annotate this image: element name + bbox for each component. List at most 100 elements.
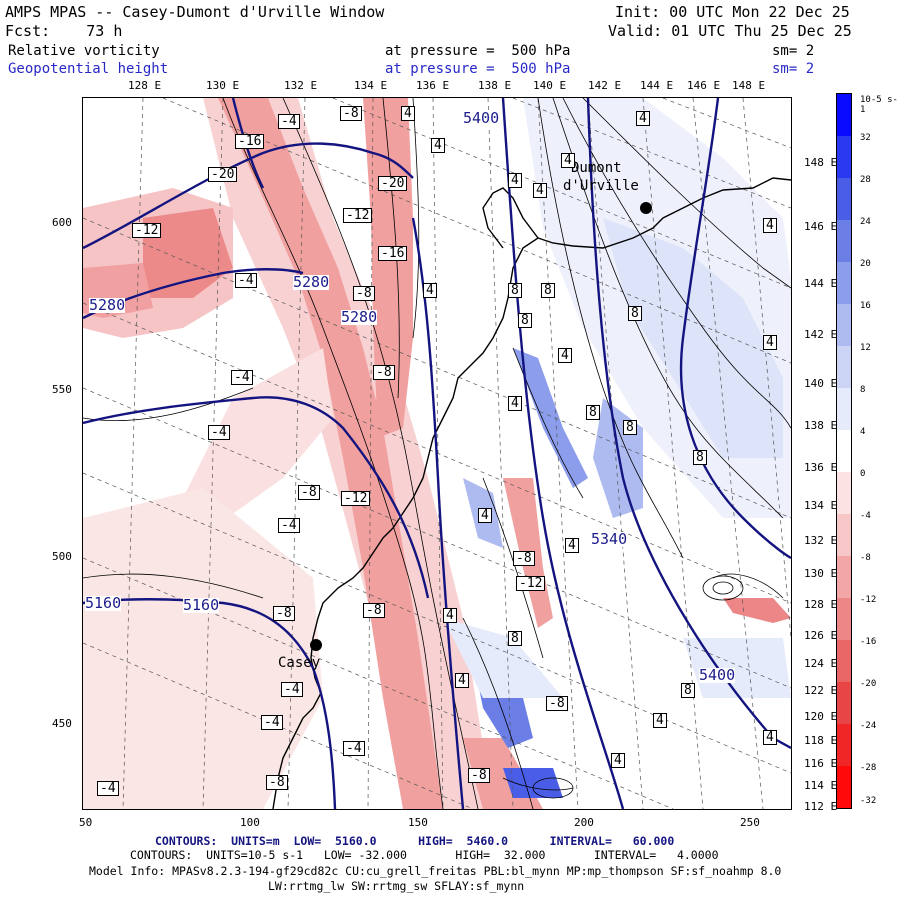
vorticity-label: -4 bbox=[231, 370, 253, 385]
colorbar-tick: -16 bbox=[860, 637, 877, 647]
colorbar-swatch bbox=[837, 262, 851, 304]
vorticity-label: 4 bbox=[653, 713, 667, 728]
right-lon-label: 132 E bbox=[804, 534, 838, 547]
colorbar-tick: 32 bbox=[860, 133, 871, 143]
colorbar-swatch bbox=[837, 724, 851, 766]
height-label: 5160 bbox=[183, 596, 220, 614]
place-label-casey: Casey bbox=[278, 655, 321, 671]
vorticity-label: 4 bbox=[455, 673, 469, 688]
negative-vorticity-shading bbox=[83, 98, 791, 809]
vorticity-label: -8 bbox=[273, 606, 295, 621]
vorticity-label: -8 bbox=[353, 286, 375, 301]
colorbar-swatch bbox=[837, 304, 851, 346]
field-2-name: Geopotential height bbox=[8, 61, 169, 77]
right-lon-label: 138 E bbox=[804, 419, 838, 432]
colorbar-swatch bbox=[837, 766, 851, 808]
map-panel: Dumont d'Urville Casey 5400 5280 5280 52… bbox=[82, 97, 792, 810]
vorticity-label: 4 bbox=[763, 335, 777, 350]
y-axis-label: 500 bbox=[52, 550, 72, 563]
colorbar-swatch bbox=[837, 598, 851, 640]
vorticity-label: -4 bbox=[281, 682, 303, 697]
x-axis-label: 150 bbox=[408, 816, 428, 829]
right-lon-label: 136 E bbox=[804, 461, 838, 474]
vorticity-label: -16 bbox=[378, 246, 408, 261]
vorticity-label: 4 bbox=[508, 173, 522, 188]
field-1-level: at pressure = 500 hPa bbox=[385, 43, 571, 59]
colorbar-swatch bbox=[837, 94, 851, 136]
colorbar-tick: 8 bbox=[860, 385, 866, 395]
colorbar-tick: -12 bbox=[860, 595, 877, 605]
vorticity-label: 4 bbox=[561, 153, 575, 168]
vorticity-label: 8 bbox=[693, 450, 707, 465]
height-label: 5340 bbox=[591, 530, 628, 548]
top-lon-label: 146 E bbox=[687, 79, 721, 92]
vorticity-label: 8 bbox=[586, 405, 600, 420]
right-lon-label: 140 E bbox=[804, 377, 838, 390]
vorticity-label: 4 bbox=[508, 396, 522, 411]
right-lon-label: 116 E bbox=[804, 757, 838, 770]
vorticity-label: -4 bbox=[235, 273, 257, 288]
top-lon-label: 128 E bbox=[128, 79, 162, 92]
field-1-smooth: sm= 2 bbox=[772, 43, 815, 59]
right-lon-label: 148 E bbox=[804, 156, 838, 169]
vorticity-label: -4 bbox=[97, 781, 119, 796]
colorbar-tick: -28 bbox=[860, 763, 877, 773]
colorbar-tick: 16 bbox=[860, 301, 871, 311]
footer-model-info: Model Info: MPASv8.2.3-194-gf29cd82c CU:… bbox=[89, 864, 782, 878]
vorticity-label: -8 bbox=[546, 696, 568, 711]
colorbar-tick: 24 bbox=[860, 217, 871, 227]
field-2-level: at pressure = 500 hPa bbox=[385, 61, 571, 77]
right-lon-label: 118 E bbox=[804, 734, 838, 747]
x-axis-label: 50 bbox=[79, 816, 93, 829]
right-lon-label: 124 E bbox=[804, 657, 838, 670]
positive-vorticity-shading bbox=[443, 98, 791, 798]
top-lon-label: 130 E bbox=[206, 79, 240, 92]
vorticity-label: 4 bbox=[611, 753, 625, 768]
height-label: 5280 bbox=[89, 296, 126, 314]
colorbar-swatch bbox=[837, 220, 851, 262]
right-lon-label: 120 E bbox=[804, 710, 838, 723]
vorticity-label: 4 bbox=[401, 106, 415, 121]
field-2-smooth: sm= 2 bbox=[772, 61, 815, 77]
vorticity-label: 4 bbox=[478, 508, 492, 523]
x-axis-label: 100 bbox=[240, 816, 260, 829]
vorticity-label: -16 bbox=[235, 134, 265, 149]
vorticity-label: -20 bbox=[378, 176, 408, 191]
colorbar-tick: -24 bbox=[860, 721, 877, 731]
top-lon-label: 132 E bbox=[284, 79, 318, 92]
top-lon-label: 144 E bbox=[640, 79, 674, 92]
y-axis-label: 600 bbox=[52, 216, 72, 229]
vorticity-label: -12 bbox=[341, 491, 371, 506]
vorticity-label: -8 bbox=[513, 551, 535, 566]
right-lon-label: 144 E bbox=[804, 277, 838, 290]
footer-height-contours: CONTOURS: UNITS=m LOW= 5160.0 HIGH= 5460… bbox=[155, 834, 675, 848]
colorbar-swatch bbox=[837, 682, 851, 724]
right-lon-label: 134 E bbox=[804, 499, 838, 512]
vorticity-label: 4 bbox=[431, 138, 445, 153]
valid-time: Valid: 01 UTC Thu 25 Dec 25 bbox=[608, 22, 852, 40]
vorticity-label: -4 bbox=[343, 741, 365, 756]
footer-vorticity-contours: CONTOURS: UNITS=10-5 s-1 LOW= -32.000 HI… bbox=[130, 848, 719, 862]
vorticity-label: 4 bbox=[423, 283, 437, 298]
colorbar-unit: 10-5 s-1 bbox=[860, 95, 898, 115]
top-lon-label: 148 E bbox=[732, 79, 766, 92]
vorticity-label: -8 bbox=[340, 106, 362, 121]
top-lon-label: 136 E bbox=[416, 79, 450, 92]
vorticity-label: 4 bbox=[636, 111, 650, 126]
height-label: 5400 bbox=[699, 666, 736, 684]
right-lon-label: 128 E bbox=[804, 598, 838, 611]
vorticity-label: 4 bbox=[565, 538, 579, 553]
height-contours bbox=[83, 98, 791, 809]
init-time: Init: 00 UTC Mon 22 Dec 25 bbox=[615, 3, 850, 21]
vorticity-label: 8 bbox=[508, 631, 522, 646]
right-lon-label: 112 E bbox=[804, 800, 838, 813]
vorticity-label: 4 bbox=[558, 348, 572, 363]
height-label: 5400 bbox=[463, 109, 500, 127]
colorbar-tick: -32 bbox=[860, 796, 877, 806]
right-lon-label: 126 E bbox=[804, 629, 838, 642]
footer-physics-info: LW:rrtmg_lw SW:rrtmg_sw SFLAY:sf_mynn bbox=[268, 879, 525, 893]
vorticity-label: 8 bbox=[541, 283, 555, 298]
field-1-name: Relative vorticity bbox=[8, 43, 160, 59]
vorticity-label: -4 bbox=[278, 518, 300, 533]
colorbar-tick: 4 bbox=[860, 427, 866, 437]
